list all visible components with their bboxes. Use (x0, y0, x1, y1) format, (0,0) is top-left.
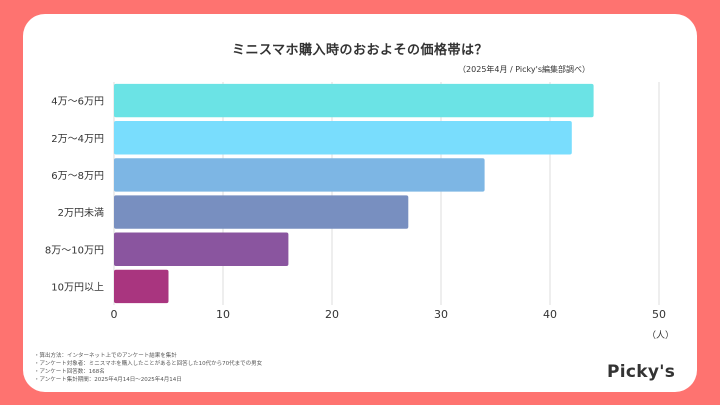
category-label: 4万〜6万円 (51, 97, 104, 108)
gridlines (113, 82, 660, 305)
category-label: 2万〜4万円 (51, 134, 104, 145)
category-label: 2万円未満 (58, 207, 104, 219)
category-labels: 4万〜6万円 2万〜4万円 6万〜8万円 2万円未満 8万〜10万円 10万円以上 (45, 97, 104, 294)
survey-notes: ・算出方法：インターネット上でのアンケート結果を集計 ・アンケート対象者：ミニス… (34, 352, 262, 384)
chart-subtitle: （2025年4月 / Picky's編集部調べ） (458, 65, 590, 74)
bar (114, 269, 169, 304)
note-period: ・アンケート集計期間：2025年4月14日〜2025年4月14日 (34, 377, 182, 383)
bars (114, 83, 594, 304)
category-label: 8万〜10万円 (45, 245, 104, 256)
bar (114, 121, 572, 155)
x-tick-label: 30 (434, 308, 448, 321)
note-count: ・アンケート回答数：168名 (34, 369, 105, 375)
x-tick-label: 20 (325, 308, 339, 321)
category-label: 6万〜8万円 (51, 171, 104, 182)
category-label: 10万円以上 (51, 281, 104, 293)
bar (114, 232, 289, 266)
x-axis-unit: （人） (647, 331, 675, 341)
bar (114, 195, 409, 229)
x-tick-label: 40 (543, 308, 557, 321)
chart-title: ミニスマホ購入時のおおよその価格帯は？ (231, 43, 489, 58)
x-tick-label: 0 (111, 308, 118, 321)
x-tick-label: 50 (652, 308, 666, 321)
x-tick-label: 10 (216, 308, 230, 321)
picky-logo: Picky's (607, 362, 676, 382)
x-tick-labels: 0 10 20 30 40 50 (111, 308, 667, 321)
note-target: ・アンケート対象者：ミニスマホを購入したことがあると回答した10代から70代まで… (34, 361, 263, 367)
bar (114, 158, 485, 192)
note-method: ・算出方法：インターネット上でのアンケート結果を集計 (34, 353, 177, 359)
bar (114, 83, 594, 118)
